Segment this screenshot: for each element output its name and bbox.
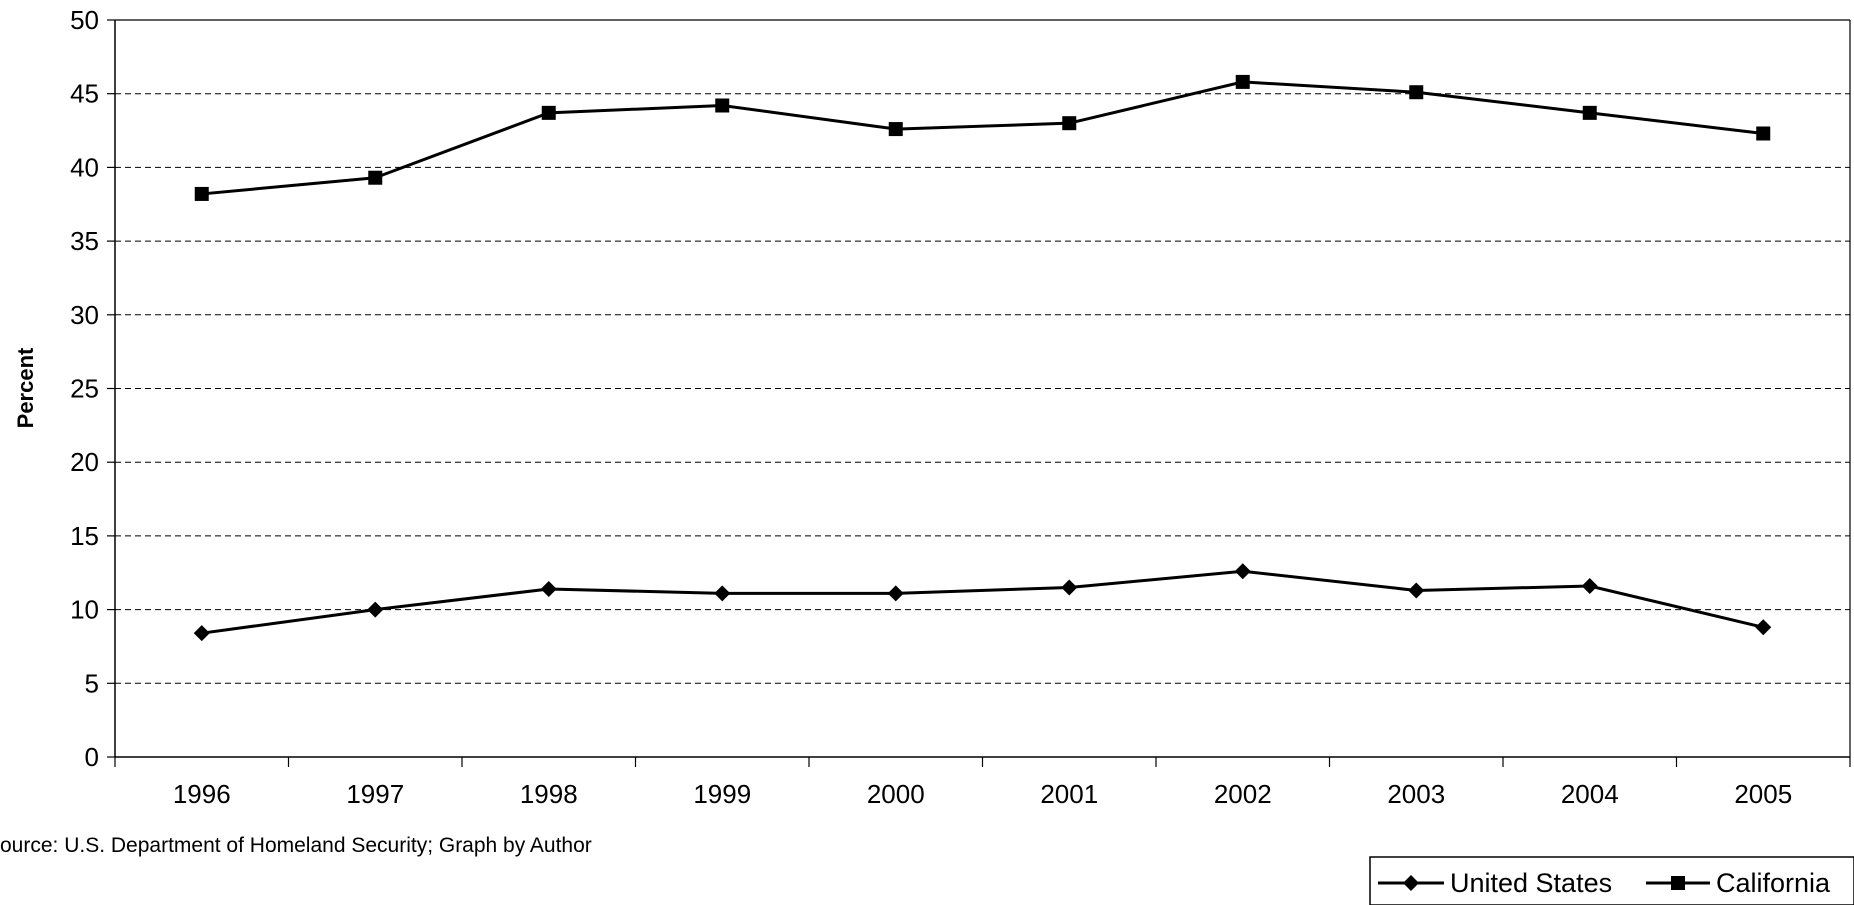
y-tick-label: 30	[70, 300, 99, 330]
x-tick-labels: 1996 1997 1998 1999 2000 2001 2002 2003 2004 2005	[173, 779, 1792, 809]
data-point	[368, 170, 383, 185]
x-tick-label: 1999	[693, 779, 751, 809]
data-point	[1409, 85, 1424, 100]
y-tick-label: 5	[85, 668, 99, 698]
x-tick-label: 2001	[1040, 779, 1098, 809]
data-point	[888, 122, 903, 137]
y-tick-label: 15	[70, 521, 99, 551]
legend-box	[1369, 856, 1854, 905]
data-point	[1408, 582, 1425, 599]
legend-label: California	[1716, 868, 1831, 898]
series-united-states	[193, 563, 1772, 642]
source-note: ource: U.S. Department of Homeland Secur…	[0, 834, 592, 857]
y-tick-label: 20	[70, 447, 99, 477]
data-point	[367, 601, 384, 618]
y-tick-label: 35	[70, 226, 99, 256]
x-tick-label: 2005	[1734, 779, 1792, 809]
x-tick-label: 1996	[173, 779, 231, 809]
data-point	[887, 585, 904, 602]
x-tick-label: 2002	[1214, 779, 1272, 809]
legend: United States California	[1369, 856, 1854, 905]
y-tick-label: 40	[70, 152, 99, 182]
legend-entries: United States California	[1378, 868, 1831, 898]
data-point	[540, 580, 557, 597]
series-group	[193, 74, 1772, 642]
data-point	[541, 105, 556, 120]
x-tick-label: 2004	[1561, 779, 1619, 809]
x-tick-label: 2003	[1387, 779, 1445, 809]
y-tick-label: 45	[70, 79, 99, 109]
data-point	[1062, 116, 1077, 131]
data-point	[1235, 74, 1250, 89]
data-point	[1756, 126, 1771, 141]
x-tick-label: 1997	[346, 779, 404, 809]
x-tick-label: 1998	[520, 779, 578, 809]
series-california	[194, 74, 1771, 201]
y-tick-label: 50	[70, 5, 99, 35]
data-point	[1061, 579, 1078, 596]
y-tick-label: 10	[70, 595, 99, 625]
y-tick-label: 0	[85, 742, 99, 772]
data-point	[1581, 578, 1598, 595]
data-point	[194, 186, 209, 201]
y-axis-title: Percent	[13, 347, 38, 428]
data-point	[715, 98, 730, 113]
data-point	[714, 585, 731, 602]
legend-marker	[1671, 876, 1685, 890]
series-line	[201, 569, 1764, 635]
data-point	[193, 625, 210, 642]
axes	[107, 19, 1851, 767]
legend-label: United States	[1450, 868, 1612, 898]
data-point	[1234, 563, 1251, 580]
data-point	[1755, 619, 1772, 636]
y-tick-labels: 0 5 10 15 20 25 30 35 40 45 50	[70, 5, 99, 772]
series-line	[201, 80, 1764, 196]
x-tick-label: 2000	[867, 779, 925, 809]
legend-marker	[1403, 875, 1419, 891]
data-point	[1582, 105, 1597, 120]
y-tick-label: 25	[70, 374, 99, 404]
